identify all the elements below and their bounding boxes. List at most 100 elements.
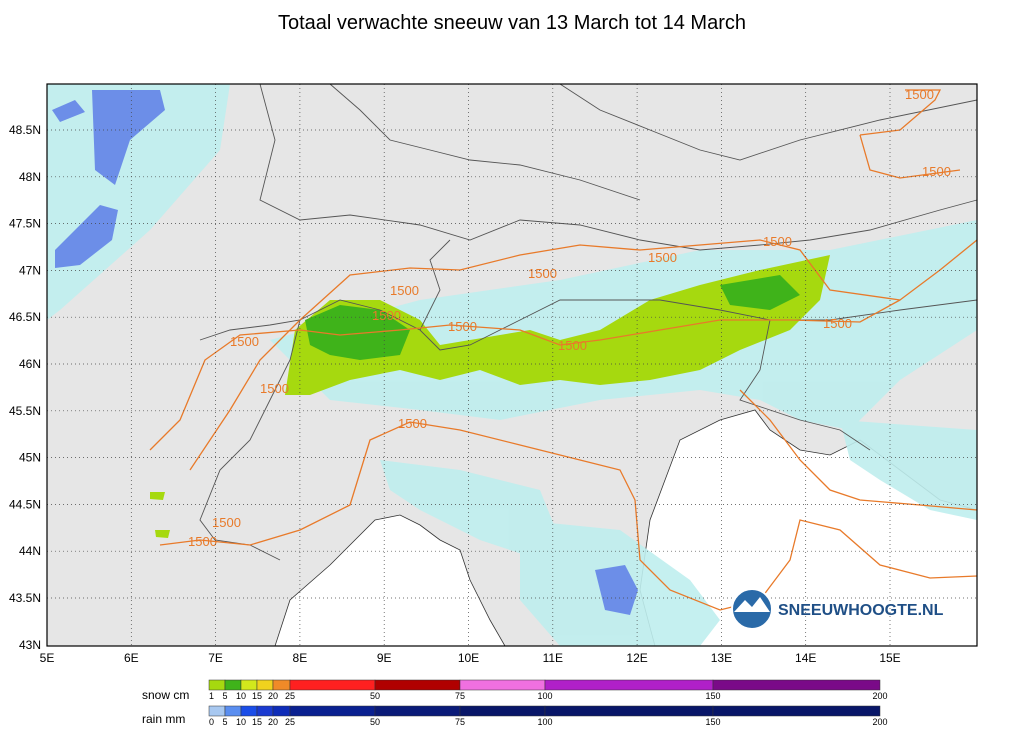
legend-color-swatch [374,705,461,717]
legend-tick-label: 75 [455,691,465,701]
logo-text: SNEEUWHOOGTE.NL [778,602,944,619]
legend-tick-label: 200 [872,691,887,701]
contour-label: 1500 [398,416,427,431]
legend-tick-label: 150 [705,717,720,727]
legend-color-swatch [459,679,546,691]
legend-color-swatch [256,705,274,717]
contour-label: 1500 [188,534,217,549]
snow-areas [150,255,830,538]
sneeuwhoogte-logo: SNEEUWHOOGTE.NL [731,588,944,630]
latitude-tick-label: 47N [19,263,41,277]
contour-label: 1500 [905,87,934,102]
legend-tick-label: 0 [209,717,214,727]
contour-label: 1500 [528,266,557,281]
snow-legend-label: snow cm [142,688,189,702]
snow-color-bar [208,679,881,691]
latitude-tick-label: 43N [19,638,41,652]
contour-label: 1500 [763,234,792,249]
latitude-axis: 48.5N 48N 47.5N 47N 46.5N 46N 45.5N 45N 44.5N 44N… [9,123,41,652]
latitude-tick-label: 43.5N [9,591,41,605]
contour-label: 1500 [823,316,852,331]
longitude-tick-label: 5E [40,651,55,665]
legend-color-swatch [712,679,881,691]
legend-tick-label: 20 [268,717,278,727]
legend-color-swatch [240,705,258,717]
contour-label: 1500 [260,381,289,396]
longitude-tick-label: 6E [124,651,139,665]
legend-color-swatch [544,679,714,691]
legend-tick-label: 50 [370,691,380,701]
longitude-tick-label: 14E [795,651,816,665]
contour-label: 1500 [230,334,259,349]
contour-label: 1500 [558,338,587,353]
legend-color-swatch [256,679,274,691]
contour-labels: 1500 1500 1500 1500 1500 1500 1500 1500 … [188,87,951,549]
lat-lon-grid [47,84,977,646]
legend-tick-label: 150 [705,691,720,701]
legend-color-swatch [224,705,242,717]
legend-tick-label: 5 [222,717,227,727]
longitude-tick-label: 13E [711,651,732,665]
latitude-tick-label: 48.5N [9,123,41,137]
legend-tick-label: 1 [209,691,214,701]
latitude-tick-label: 48N [19,170,41,184]
legend-color-swatch [289,705,376,717]
rain-legend-label: rain mm [142,712,185,726]
latitude-tick-label: 46.5N [9,310,41,324]
longitude-tick-label: 7E [208,651,223,665]
legend-color-swatch [208,679,226,691]
longitude-axis: 5E 6E 7E 8E 9E 10E 11E 12E 13E 14E 15E [40,651,901,665]
freezing-level-contours [149,89,978,611]
legend-tick-label: 5 [222,691,227,701]
legend-tick-label: 50 [370,717,380,727]
rain-color-bar [208,705,881,717]
legend-color-swatch [712,705,881,717]
latitude-tick-label: 44N [19,544,41,558]
legend-tick-label: 100 [537,691,552,701]
contour-label: 1500 [390,283,419,298]
latitude-tick-label: 45N [19,451,41,465]
latitude-tick-label: 44.5N [9,497,41,511]
legend-color-swatch [544,705,714,717]
legend-color-swatch [272,679,291,691]
legend-color-swatch [289,679,376,691]
contour-label: 1500 [648,250,677,265]
longitude-tick-label: 11E [543,651,563,665]
map-frame [46,83,978,647]
rain-legend: rain mm 0 5 10 15 20 25 50 75 100 150 200 [142,705,888,727]
contour-label: 1500 [212,515,241,530]
legend-tick-label: 15 [252,717,262,727]
legend-tick-label: 15 [252,691,262,701]
legend-tick-label: 25 [285,691,295,701]
legend-color-swatch [208,705,226,717]
contour-label: 1500 [922,164,951,179]
contour-label: 1500 [448,319,477,334]
latitude-tick-label: 46N [19,357,41,371]
longitude-tick-label: 9E [377,651,392,665]
snow-legend: snow cm 1 5 10 15 20 25 50 75 100 150 200 [142,679,888,702]
rain-legend-ticks: 0 5 10 15 20 25 50 75 100 150 200 [209,717,888,727]
legend-color-swatch [272,705,291,717]
contour-label: 1500 [372,308,401,323]
legend-color-swatch [224,679,242,691]
legend-tick-label: 10 [236,691,246,701]
ligurian-sea [274,514,506,647]
longitude-tick-label: 8E [293,651,308,665]
legend-tick-label: 200 [872,717,887,727]
legend-tick-label: 20 [268,691,278,701]
longitude-tick-label: 10E [458,651,479,665]
legend-color-swatch [459,705,546,717]
legend-color-swatch [240,679,258,691]
legend-tick-label: 25 [285,717,295,727]
snow-legend-ticks: 1 5 10 15 20 25 50 75 100 150 200 [209,691,888,701]
legend-tick-label: 75 [455,717,465,727]
legend-tick-label: 10 [236,717,246,727]
legend-color-swatch [374,679,461,691]
latitude-tick-label: 47.5N [9,217,41,231]
latitude-tick-label: 45.5N [9,404,41,418]
longitude-tick-label: 15E [879,651,900,665]
longitude-tick-label: 12E [626,651,647,665]
legend-tick-label: 100 [537,717,552,727]
map-title: Totaal verwachte sneeuw van 13 March tot… [277,12,747,34]
